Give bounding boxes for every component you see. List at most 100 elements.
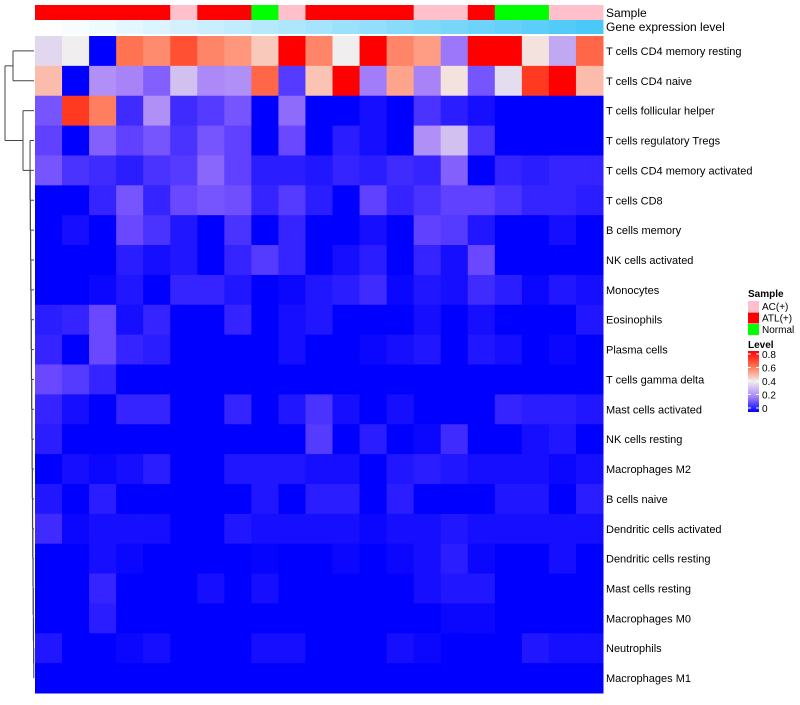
sample-annotation-cell <box>359 5 388 20</box>
heatmap-cell <box>413 424 442 455</box>
heatmap-cell <box>251 364 279 395</box>
heatmap-cell <box>170 364 198 395</box>
heatmap-cell <box>251 155 279 186</box>
heatmap-cell <box>224 185 252 216</box>
heatmap-cell <box>413 65 442 97</box>
heatmap-cell <box>386 543 415 575</box>
heatmap-cell <box>413 95 442 127</box>
heatmap-cell <box>116 36 144 67</box>
heatmap-cell <box>224 633 252 664</box>
heatmap-cell <box>35 424 63 455</box>
heatmap-cell <box>116 663 144 694</box>
heatmap-cell <box>197 394 225 425</box>
heatmap-cell <box>35 185 63 216</box>
heatmap-cell <box>413 185 442 216</box>
heatmap-cell <box>332 454 361 485</box>
heatmap-cell <box>413 633 442 664</box>
row-label: Monocytes <box>606 285 660 297</box>
heatmap-cell <box>116 364 144 395</box>
heatmap-cell <box>467 125 496 156</box>
heatmap-cell <box>332 334 361 365</box>
heatmap-cell <box>386 454 415 485</box>
heatmap-cell <box>278 513 306 545</box>
heatmap-cell <box>170 95 198 127</box>
heatmap-cell <box>467 663 496 694</box>
heatmap-cell <box>224 274 252 306</box>
heatmap-cell <box>89 603 117 634</box>
heatmap-cell <box>62 543 90 575</box>
heatmap-cell <box>305 274 334 306</box>
heatmap-cell <box>197 304 225 336</box>
heatmap-cell <box>116 245 144 276</box>
heatmap-cell <box>224 65 252 97</box>
row-label: Mast cells activated <box>606 404 702 416</box>
heatmap-cell <box>224 245 252 276</box>
heatmap-cell <box>413 304 442 336</box>
heatmap-cell <box>170 543 198 575</box>
heatmap-cell <box>305 245 334 276</box>
heatmap-cell <box>197 95 225 127</box>
heatmap-cell <box>575 304 604 336</box>
heatmap-cell <box>35 65 63 97</box>
legend-swatch-atl <box>748 312 759 324</box>
heatmap-cell <box>305 36 334 67</box>
gene-expression-annotation-cell <box>170 20 198 34</box>
heatmap-cell <box>116 274 144 306</box>
heatmap-cell <box>89 424 117 455</box>
gene-expression-annotation-cell <box>116 20 144 34</box>
gene-expression-annotation-cell <box>521 20 550 34</box>
heatmap-cell <box>413 543 442 575</box>
heatmap-cell <box>197 573 225 604</box>
heatmap-cell <box>467 543 496 575</box>
row-label: T cells CD8 <box>606 195 663 207</box>
heatmap-cell <box>143 274 171 306</box>
heatmap-cell <box>359 185 388 216</box>
heatmap-cell <box>251 633 279 664</box>
heatmap-cell <box>116 454 144 485</box>
heatmap-cell <box>440 483 469 515</box>
heatmap-cell <box>548 65 577 97</box>
heatmap-cell <box>278 36 306 67</box>
heatmap-cell <box>521 543 550 575</box>
heatmap-cell <box>386 95 415 127</box>
heatmap-cell <box>170 65 198 97</box>
heatmap-cell <box>575 663 604 694</box>
legend-swatch-ac <box>748 301 759 312</box>
heatmap-cell <box>116 215 144 246</box>
heatmap-cell <box>62 513 90 545</box>
heatmap-cell <box>440 185 469 216</box>
heatmap-cell <box>575 573 604 604</box>
heatmap-cell <box>251 36 279 67</box>
heatmap-cell <box>35 394 63 425</box>
heatmap-cell <box>89 394 117 425</box>
heatmap-cell <box>494 394 523 425</box>
heatmap-cell <box>386 573 415 604</box>
heatmap-cell <box>332 155 361 186</box>
heatmap-cell <box>116 95 144 127</box>
row-label: Neutrophils <box>606 643 662 655</box>
heatmap-cell <box>251 245 279 276</box>
heatmap-cell <box>575 245 604 276</box>
heatmap-cell <box>440 304 469 336</box>
heatmap-cell <box>359 483 388 515</box>
heatmap-cell <box>62 65 90 97</box>
sample-annotation-label: Sample <box>606 6 647 20</box>
heatmap-cell <box>332 603 361 634</box>
heatmap-cell <box>413 364 442 395</box>
heatmap-cell <box>251 304 279 336</box>
heatmap-cell <box>143 663 171 694</box>
heatmap-cell <box>575 65 604 97</box>
heatmap-cell <box>332 215 361 246</box>
gene-expression-annotation-cell <box>305 20 334 34</box>
heatmap-cell <box>359 364 388 395</box>
heatmap-cell <box>332 95 361 127</box>
heatmap-cell <box>413 125 442 156</box>
heatmap-cell <box>575 215 604 246</box>
heatmap-cell <box>278 304 306 336</box>
heatmap-cell <box>467 603 496 634</box>
heatmap-cell <box>521 65 550 97</box>
heatmap-cell <box>305 215 334 246</box>
heatmap-cell <box>278 95 306 127</box>
heatmap-cell <box>440 215 469 246</box>
gene-expression-annotation-cell <box>413 20 442 34</box>
